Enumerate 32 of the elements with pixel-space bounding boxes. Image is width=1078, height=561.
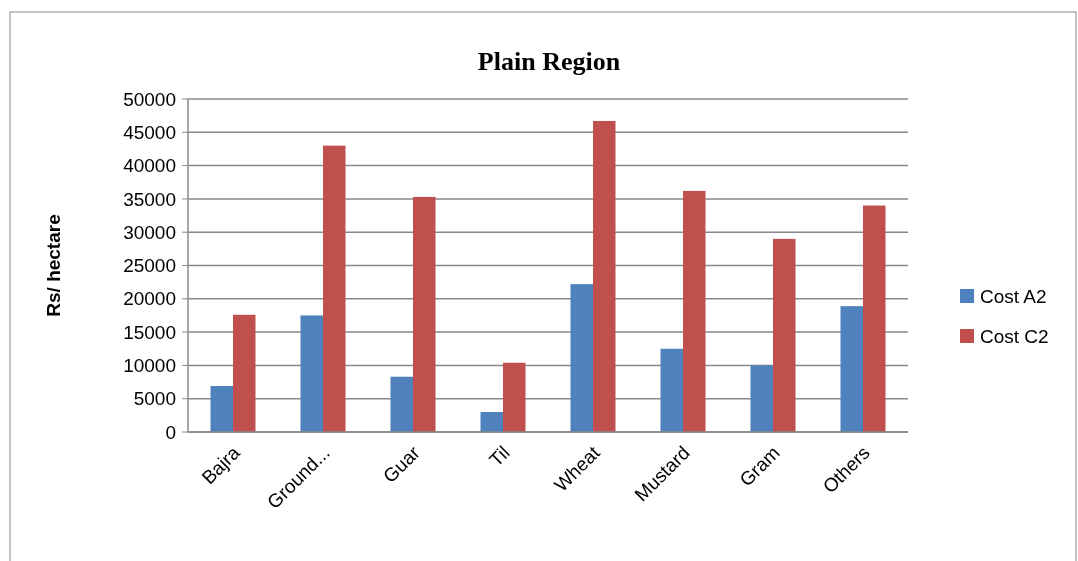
bar [660,348,683,432]
y-tick-label: 40000 [123,155,176,177]
y-axis-title: Rs/ hectare [43,214,64,317]
bar [840,306,863,432]
bar [300,315,323,432]
y-tick-label: 50000 [123,88,176,110]
y-tick-label: 30000 [123,221,176,243]
bar [233,314,256,432]
bar [210,386,233,432]
bar [773,238,796,432]
y-tick-label: 35000 [123,188,176,210]
y-tick-label: 5000 [133,388,176,410]
bar [413,196,436,432]
legend-label: Cost A2 [980,285,1047,307]
chart-title: Plain Region [477,47,621,76]
bar [683,190,706,432]
y-tick-label: 15000 [123,321,176,343]
bar [390,376,413,432]
bar [503,362,526,432]
bar [593,120,616,432]
legend-label: Cost C2 [980,325,1049,347]
bar [480,412,503,432]
x-tick-label: Til [485,441,514,471]
bar [863,205,886,432]
y-tick-label: 0 [165,421,176,443]
bar [570,284,593,432]
y-tick-label: 10000 [123,355,176,377]
y-tick-label: 45000 [123,121,176,143]
y-tick-label: 20000 [123,288,176,310]
bar [323,145,346,432]
bar [750,365,773,432]
y-tick-label: 25000 [123,255,176,277]
